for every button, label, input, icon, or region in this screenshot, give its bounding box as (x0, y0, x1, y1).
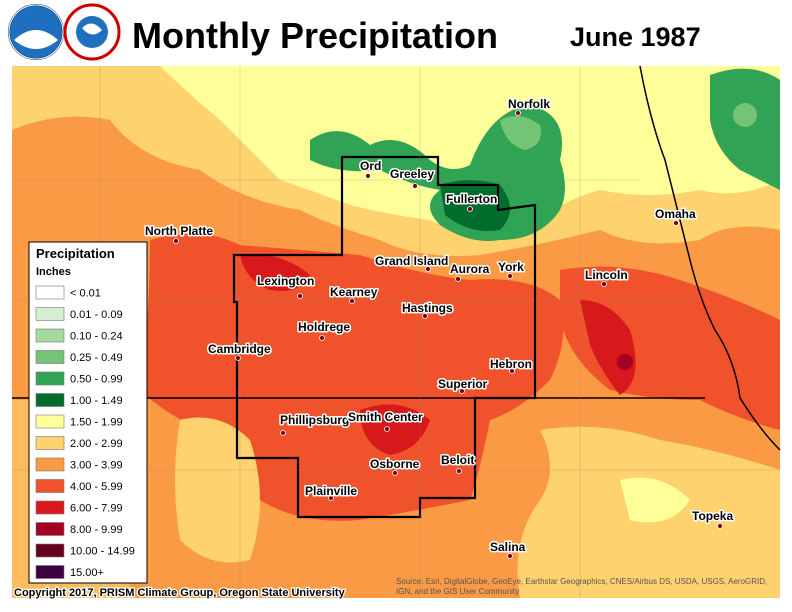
city-label: Ord (360, 159, 381, 173)
city-dot (235, 355, 241, 361)
city-label: Holdrege (298, 320, 350, 334)
legend-label: 0.10 - 0.24 (70, 331, 123, 343)
city-dot (673, 220, 679, 226)
legend-swatch (35, 543, 65, 558)
legend-label: 6.00 - 7.99 (70, 503, 123, 515)
city-dot (601, 281, 607, 287)
legend-units: Inches (36, 266, 71, 278)
legend-swatch (35, 522, 65, 536)
city-dot (467, 206, 473, 212)
legend-label: 15.00+ (70, 567, 104, 579)
city-label: Norfolk (508, 97, 550, 111)
city-dot (515, 110, 521, 116)
title: Monthly Precipitation (132, 15, 498, 56)
city-label: Omaha (655, 207, 696, 221)
legend-label: 0.25 - 0.49 (70, 352, 123, 364)
city-dot (319, 335, 325, 341)
city-dot (384, 426, 390, 432)
city-dot (328, 495, 334, 501)
city-label: Lexington (257, 274, 314, 288)
city-label: Hastings (402, 301, 453, 315)
legend-label: 2.00 - 2.99 (70, 438, 123, 450)
noaa-logo (8, 4, 64, 60)
city-label: Plainville (305, 484, 357, 498)
nws-logo (63, 3, 121, 61)
city-label: Topeka (692, 509, 733, 523)
city-dot (392, 470, 398, 476)
copyright: Copyright 2017, PRISM Climate Group, Ore… (14, 587, 346, 599)
legend-swatch (35, 565, 65, 579)
city-dot (507, 553, 513, 559)
source-line: IGN, and the GIS User Community (396, 587, 519, 596)
legend-label: 1.50 - 1.99 (70, 417, 123, 429)
city-label: Grand Island (375, 254, 448, 268)
legend-label: < 0.01 (70, 288, 101, 300)
legend-label: 10.00 - 14.99 (70, 546, 135, 558)
legend-swatch (35, 285, 65, 300)
legend-swatch (35, 350, 65, 364)
legend-label: 3.00 - 3.99 (70, 460, 123, 472)
legend-swatch (35, 307, 65, 321)
legend-label: 0.50 - 0.99 (70, 374, 123, 386)
legend-swatch (35, 457, 65, 472)
legend-swatch (35, 393, 65, 407)
city-dot (455, 276, 461, 282)
legend-label: 8.00 - 9.99 (70, 524, 123, 536)
legend-swatch (35, 479, 65, 493)
cities: Ord Greeley Norfolk Fullerton North Platte Om… (144, 96, 735, 559)
city-dot (717, 523, 723, 529)
city-dot (509, 368, 515, 374)
legend: Precipitation Inches < 0.01 0.01 - 0.09 0.… (28, 241, 148, 584)
city-label: Superior (438, 377, 488, 391)
city-label: Smith Center (348, 410, 423, 424)
city-label: Greeley (390, 167, 434, 181)
source-line: Source: Esri, DigitalGlobe, GeoEye, Eart… (396, 577, 767, 586)
city-dot (422, 313, 428, 319)
city-label: Kearney (330, 285, 378, 299)
city-dot (459, 388, 465, 394)
legend-title: Precipitation (36, 246, 115, 261)
city-label: York (498, 260, 524, 274)
legend-label: 0.01 - 0.09 (70, 309, 123, 321)
city-label: Fullerton (446, 192, 497, 206)
city-dot (297, 293, 303, 299)
city-label: North Platte (145, 224, 213, 238)
city-label: Lincoln (585, 268, 628, 282)
city-dot (425, 266, 431, 272)
city-label: Phillipsburg (280, 413, 349, 427)
city-dot (349, 298, 355, 304)
city-dot (173, 238, 179, 244)
legend-label: 1.00 - 1.49 (70, 395, 123, 407)
city-dot (507, 273, 513, 279)
legend-swatch (35, 328, 65, 343)
city-label: Beloit (441, 453, 474, 467)
city-dot (280, 430, 286, 436)
city-dot (412, 183, 418, 189)
legend-swatch (35, 436, 65, 450)
city-dot (456, 468, 462, 474)
city-label: Osborne (370, 457, 420, 471)
city-label: Salina (490, 540, 526, 554)
legend-swatch (35, 414, 65, 429)
city-dot (365, 173, 371, 179)
city-label: Aurora (450, 262, 490, 276)
legend-swatch (35, 371, 65, 386)
city-label: Hebron (490, 357, 532, 371)
city-label: Cambridge (208, 342, 271, 356)
legend-swatch (35, 500, 65, 515)
legend-label: 4.00 - 5.99 (70, 481, 123, 493)
date: June 1987 (570, 22, 701, 52)
